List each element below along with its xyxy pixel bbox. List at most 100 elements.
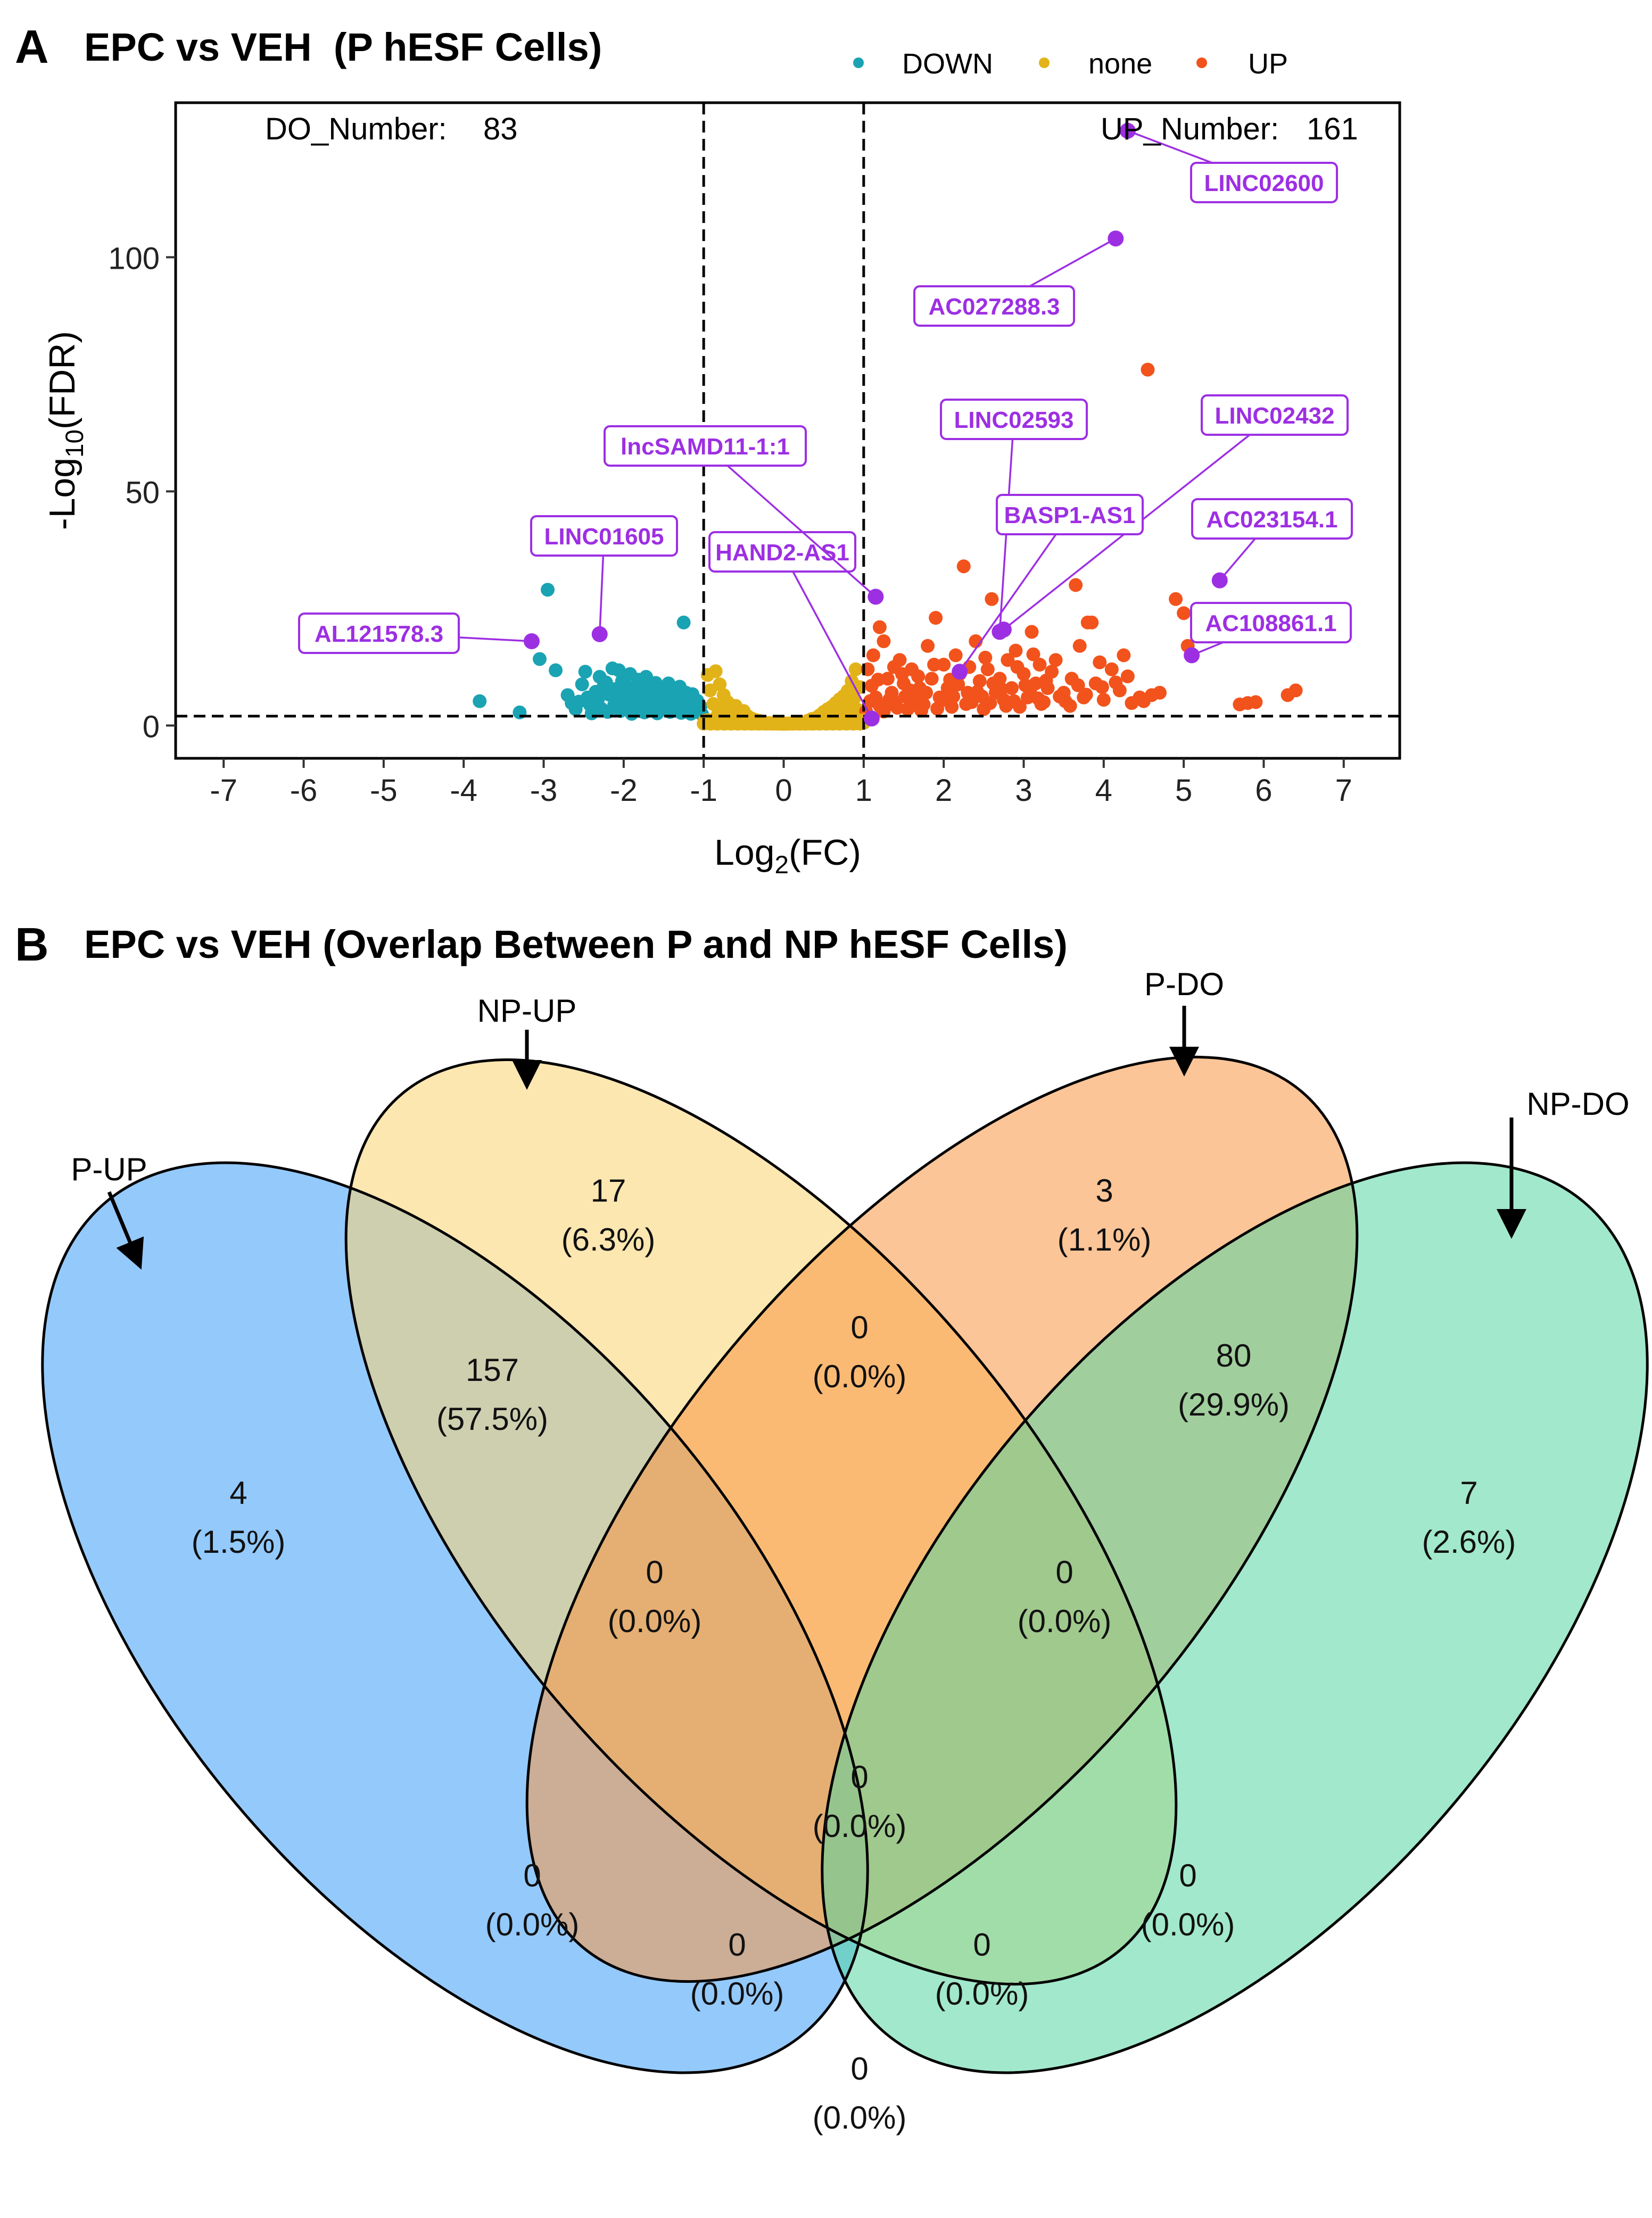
x-tick-label: -6 bbox=[290, 773, 318, 808]
venn-region-p-up-p-do-count: 0 bbox=[523, 1858, 541, 1893]
point-up bbox=[906, 698, 921, 712]
point-up bbox=[1039, 673, 1053, 688]
venn-label-p-up: P-UP bbox=[71, 1152, 147, 1187]
venn-outline-np-do bbox=[821, 1161, 1649, 2074]
point-up bbox=[1109, 675, 1123, 690]
venn-region-p-up-p-do-np-do-percent: (0.0%) bbox=[690, 1976, 784, 2012]
point-up bbox=[1136, 694, 1151, 708]
point-up bbox=[879, 699, 893, 713]
x-tick-label: 1 bbox=[855, 773, 872, 808]
venn-region-p-up-np-up-p-do-percent: (0.0%) bbox=[608, 1603, 702, 1639]
gene-label-box-ac023154-1 bbox=[1191, 498, 1353, 540]
point-down bbox=[612, 663, 626, 677]
point-highlight-ac108861-1 bbox=[1184, 647, 1200, 664]
gene-label-box-hand2-as1 bbox=[708, 531, 856, 573]
panel-a-title: EPC vs VEH (P hESF Cells) bbox=[84, 25, 602, 69]
point-down bbox=[575, 677, 589, 691]
gene-label-box-ac027288-3 bbox=[913, 285, 1075, 327]
gene-label-hand2-as1: HAND2-AS1 bbox=[715, 540, 849, 566]
down-number-label: DO_Number: bbox=[265, 112, 447, 146]
point-up bbox=[1001, 653, 1015, 667]
point-up bbox=[956, 559, 971, 574]
point-up bbox=[985, 592, 999, 606]
point-none bbox=[714, 700, 729, 715]
point-up bbox=[924, 672, 939, 686]
venn-outline-np-up bbox=[344, 1058, 1178, 1986]
venn-region-np-up-percent: (6.3%) bbox=[561, 1222, 656, 1257]
up-number-value: 161 bbox=[1307, 112, 1358, 146]
venn-region-p-up-p-do-percent: (0.0%) bbox=[485, 1907, 580, 1942]
gene-label-ac108861-1: AC108861.1 bbox=[1205, 610, 1336, 636]
gene-label-lncsamd11-1-1: lncSAMD11-1:1 bbox=[621, 434, 790, 460]
gene-label-ac023154-1: AC023154.1 bbox=[1206, 507, 1337, 533]
point-down bbox=[541, 583, 555, 597]
point-up bbox=[970, 685, 985, 699]
x-tick-label: 4 bbox=[1095, 773, 1112, 808]
point-up bbox=[1095, 680, 1109, 694]
x-tick-label: -7 bbox=[210, 773, 237, 808]
x-tick-label: 3 bbox=[1015, 773, 1032, 808]
up-number-label: UP_Number: bbox=[1101, 112, 1279, 146]
point-up bbox=[1025, 625, 1039, 639]
gene-label-box-linc02432 bbox=[1201, 394, 1349, 436]
point-up bbox=[1026, 647, 1040, 661]
venn-region-p-up-np-up-count: 157 bbox=[466, 1352, 519, 1388]
point-up bbox=[911, 669, 926, 683]
point-up bbox=[1079, 688, 1093, 702]
venn-region-np-up-p-do-percent: (0.0%) bbox=[813, 1359, 907, 1394]
point-up bbox=[1120, 669, 1135, 683]
point-up bbox=[1053, 689, 1067, 704]
x-axis-title: Log2(FC) bbox=[714, 832, 861, 879]
venn-region-p-up-np-up-np-do-count: 0 bbox=[973, 1927, 990, 1963]
point-up bbox=[872, 620, 887, 634]
venn-region-p-up-p-do-np-do-count: 0 bbox=[728, 1927, 746, 1963]
x-tick-label: 7 bbox=[1335, 773, 1352, 808]
point-up bbox=[1007, 694, 1021, 708]
venn-region-np-up-np-do-count: 0 bbox=[1179, 1858, 1196, 1893]
label-leader-lncsamd11-1-1 bbox=[704, 445, 877, 598]
venn-region-p-up-np-up-percent: (57.5%) bbox=[436, 1401, 548, 1437]
gene-label-box-al121578-3 bbox=[298, 613, 460, 654]
point-up bbox=[871, 673, 885, 687]
venn-label-np-up: NP-UP bbox=[477, 993, 577, 1029]
label-leader-basp1-as1 bbox=[959, 514, 1071, 673]
panel-b-title: EPC vs VEH (Overlap Between P and NP hES… bbox=[84, 922, 1068, 966]
point-up bbox=[1117, 648, 1131, 663]
venn-region-p-up-np-up-p-do-np-do-percent: (0.0%) bbox=[813, 1808, 907, 1844]
point-up bbox=[890, 700, 904, 715]
point-down bbox=[683, 697, 697, 711]
point-up bbox=[866, 648, 880, 663]
venn-region-np-do-percent: (2.6%) bbox=[1422, 1524, 1516, 1560]
venn-set-np-do bbox=[822, 1163, 1648, 2073]
venn-outline-p-do bbox=[525, 1055, 1359, 1983]
point-up bbox=[1153, 685, 1167, 700]
venn-region-np-up-count: 17 bbox=[591, 1173, 626, 1209]
legend-down-label: DOWN bbox=[902, 48, 993, 80]
venn-region-p-do-percent: (1.1%) bbox=[1058, 1222, 1152, 1257]
venn-region-np-up-p-do-np-do-percent: (0.0%) bbox=[1018, 1603, 1112, 1639]
point-up bbox=[937, 658, 951, 672]
point-up bbox=[921, 639, 935, 653]
gene-label-box-linc01605 bbox=[530, 515, 678, 557]
gene-label-linc02593: LINC02593 bbox=[954, 407, 1073, 433]
venn-region-p-up-np-do-count: 0 bbox=[850, 2051, 868, 2087]
point-highlight-linc01605 bbox=[591, 626, 608, 642]
y-tick-label: 0 bbox=[143, 709, 160, 744]
point-up bbox=[978, 650, 993, 665]
panel-b-letter: B bbox=[15, 918, 49, 971]
point-down bbox=[549, 663, 563, 677]
point-up bbox=[959, 697, 973, 711]
point-highlight-ac027288-3 bbox=[1108, 230, 1124, 247]
point-up bbox=[972, 674, 987, 688]
gene-label-ac027288-3: AC027288.3 bbox=[928, 294, 1060, 320]
point-down bbox=[627, 696, 641, 710]
x-tick-label: 2 bbox=[935, 773, 952, 808]
point-highlight-al121578-3 bbox=[523, 633, 540, 649]
venn-region-p-do-count: 3 bbox=[1095, 1173, 1113, 1209]
gene-label-box-basp1-as1 bbox=[996, 494, 1144, 535]
x-tick-label: -1 bbox=[690, 773, 717, 808]
point-highlight-linc02432 bbox=[995, 622, 1012, 638]
point-up bbox=[929, 611, 943, 625]
point-none bbox=[703, 683, 717, 698]
